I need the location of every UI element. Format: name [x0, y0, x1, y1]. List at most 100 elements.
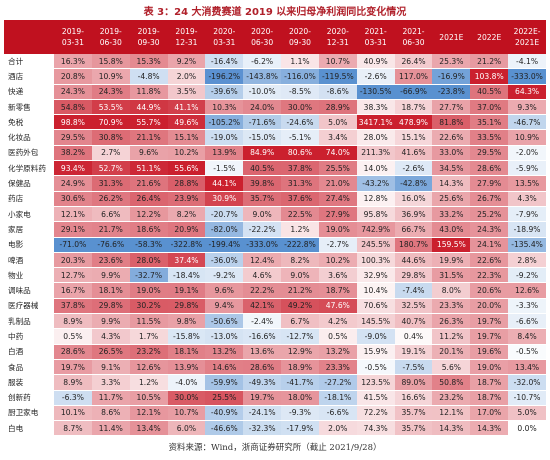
- value-cell: 24.9%: [54, 175, 92, 192]
- value-cell: 9.9%: [91, 313, 130, 330]
- value-cell: 19.7%: [470, 313, 509, 330]
- value-cell: 0.4%: [394, 328, 433, 345]
- row-label: 食品: [4, 359, 54, 376]
- table-row: 白酒 28.6% 26.5% 23.2% 18.1% 13.2% 13.6% 12.9% 13.…: [4, 344, 546, 360]
- value-cell: 19.1%: [394, 344, 433, 360]
- value-cell: 26.2%: [91, 191, 130, 207]
- value-cell: 11.2%: [432, 328, 471, 345]
- value-cell: -27.2%: [318, 374, 357, 391]
- table-row: 医药外包 38.2% 2.7% 9.6% 10.2% 13.9% 84.9% 80.6% 74.…: [4, 145, 546, 162]
- value-cell: 38.3%: [356, 99, 395, 116]
- value-cell: 8.2%: [281, 252, 319, 269]
- value-cell: 9.0%: [281, 267, 319, 284]
- value-cell: -20.7%: [205, 206, 244, 223]
- column-header: 2020-06-30: [243, 20, 282, 54]
- value-cell: 12.8%: [356, 191, 395, 207]
- value-cell: 10.9%: [508, 129, 546, 146]
- value-cell: -222.8%: [281, 237, 319, 253]
- value-cell: -116.0%: [281, 68, 319, 85]
- value-cell: 27.7%: [432, 99, 471, 116]
- value-cell: -36.0%: [205, 252, 244, 269]
- table-row: 乳制品 8.9% 9.9% 11.5% 9.8% -50.6% -2.4% 6.7% 4.2% 1…: [4, 313, 546, 330]
- row-label: 白电: [4, 420, 54, 437]
- value-cell: 14.3%: [432, 175, 471, 192]
- value-cell: 37.8%: [54, 298, 92, 315]
- value-cell: 13.2%: [205, 344, 244, 360]
- value-cell: 3.4%: [318, 129, 357, 146]
- value-cell: -6.6%: [508, 313, 546, 330]
- value-cell: -9.2%: [508, 267, 546, 284]
- value-cell: 18.7%: [394, 99, 433, 116]
- value-cell: 26.7%: [470, 191, 509, 207]
- row-label: 调味品: [4, 282, 54, 299]
- table-row: 药店 30.6% 26.2% 26.4% 23.9% 30.9% 35.7% 37.6% 27.…: [4, 191, 546, 207]
- value-cell: -4.8%: [129, 68, 168, 85]
- value-cell: 30.0%: [167, 390, 206, 406]
- value-cell: 29.5%: [470, 145, 509, 162]
- value-cell: 36.9%: [394, 206, 433, 223]
- value-cell: 15.1%: [167, 129, 206, 146]
- value-cell: -24.1%: [243, 405, 282, 422]
- value-cell: -18.4%: [167, 267, 206, 284]
- value-cell: -32.0%: [508, 374, 546, 391]
- value-cell: 40.5%: [243, 160, 282, 177]
- value-cell: 18.7%: [470, 390, 509, 406]
- value-cell: 12.4%: [243, 252, 282, 269]
- value-cell: 13.5%: [508, 175, 546, 192]
- value-cell: 14.0%: [356, 160, 395, 177]
- row-label: 家居: [4, 221, 54, 238]
- value-cell: 8.9%: [54, 313, 92, 330]
- value-cell: 18.6%: [129, 221, 168, 238]
- value-cell: 159.5%: [432, 237, 471, 253]
- value-cell: 3.5%: [167, 84, 206, 100]
- value-cell: 32.5%: [394, 298, 433, 315]
- value-cell: 19.6%: [470, 344, 509, 360]
- value-cell: -59.9%: [205, 374, 244, 391]
- value-cell: -1.5%: [205, 160, 244, 177]
- value-cell: -196.2%: [205, 68, 244, 85]
- value-cell: -10.7%: [508, 390, 546, 406]
- table-row: 物业 12.7% 9.9% -32.7% -18.4% -9.2% 4.6% 9.0% 3.6%…: [4, 267, 546, 284]
- value-cell: 6.7%: [281, 313, 319, 330]
- value-cell: 10.5%: [129, 390, 168, 406]
- table-row: 中药 0.5% 4.3% 1.7% -15.8% -13.0% -16.6% -12.7% 0.…: [4, 328, 546, 345]
- value-cell: 23.2%: [129, 344, 168, 360]
- value-cell: -2.0%: [508, 145, 546, 162]
- value-cell: 25.5%: [318, 160, 357, 177]
- value-cell: 24.1%: [470, 237, 509, 253]
- value-cell: -40.9%: [205, 405, 244, 422]
- value-cell: 10.3%: [205, 99, 244, 116]
- value-cell: 15.1%: [394, 129, 433, 146]
- value-cell: 81.8%: [432, 114, 471, 131]
- value-cell: 2.0%: [318, 420, 357, 437]
- value-cell: -19.0%: [205, 129, 244, 146]
- value-cell: -18.1%: [318, 390, 357, 406]
- value-cell: 44.1%: [205, 175, 244, 192]
- value-cell: 25.5%: [205, 390, 244, 406]
- value-cell: 9.1%: [91, 359, 130, 376]
- value-cell: -24.6%: [281, 114, 319, 131]
- value-cell: 10.2%: [167, 145, 206, 162]
- value-cell: 28.6%: [243, 359, 282, 376]
- column-header: 2019-03-31: [54, 20, 92, 54]
- table-row: 小家电 12.1% 6.6% 12.2% 8.2% -20.7% 9.0% 22.5% 27.9…: [4, 206, 546, 223]
- value-cell: 20.9%: [167, 221, 206, 238]
- value-cell: 4.3%: [91, 328, 130, 345]
- value-cell: 22.6%: [432, 129, 471, 146]
- value-cell: 30.2%: [129, 298, 168, 315]
- value-cell: 33.5%: [470, 129, 509, 146]
- value-cell: 19.7%: [54, 359, 92, 376]
- value-cell: 26.4%: [394, 54, 433, 70]
- value-cell: 18.1%: [91, 282, 130, 299]
- value-cell: -16.6%: [243, 328, 282, 345]
- value-cell: 53.5%: [91, 99, 130, 116]
- value-cell: -23.8%: [432, 84, 471, 100]
- value-cell: 44.9%: [129, 99, 168, 116]
- value-cell: 11.5%: [129, 313, 168, 330]
- value-cell: 11.4%: [91, 420, 130, 437]
- table-title: 表 3：24 大消费赛道 2019 以来归母净利润同比变化情况: [143, 7, 407, 18]
- value-cell: 19.7%: [470, 328, 509, 345]
- column-header: 2021E: [432, 20, 471, 54]
- value-cell: 23.9%: [167, 191, 206, 207]
- value-cell: -42.8%: [394, 175, 433, 192]
